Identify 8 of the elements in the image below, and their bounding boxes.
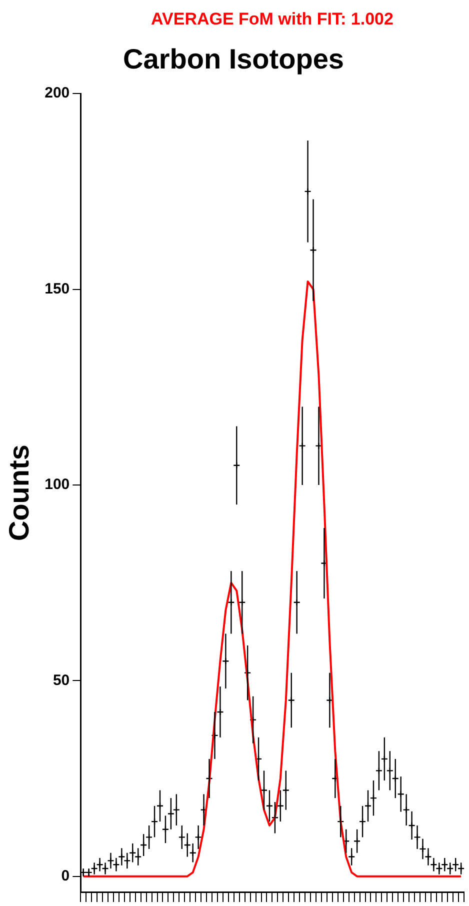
y-tick-label: 150 [44,280,70,298]
chart-title: Carbon Isotopes [123,44,344,75]
y-tick-label: 0 [61,867,70,884]
y-tick-label: 50 [52,672,70,689]
y-tick-label: 200 [44,84,70,102]
text: AVERAGE FoM with FIT: 1.002 [150,10,394,29]
y-axis-title: Counts [4,444,35,542]
y-tick-label: 100 [44,476,70,494]
